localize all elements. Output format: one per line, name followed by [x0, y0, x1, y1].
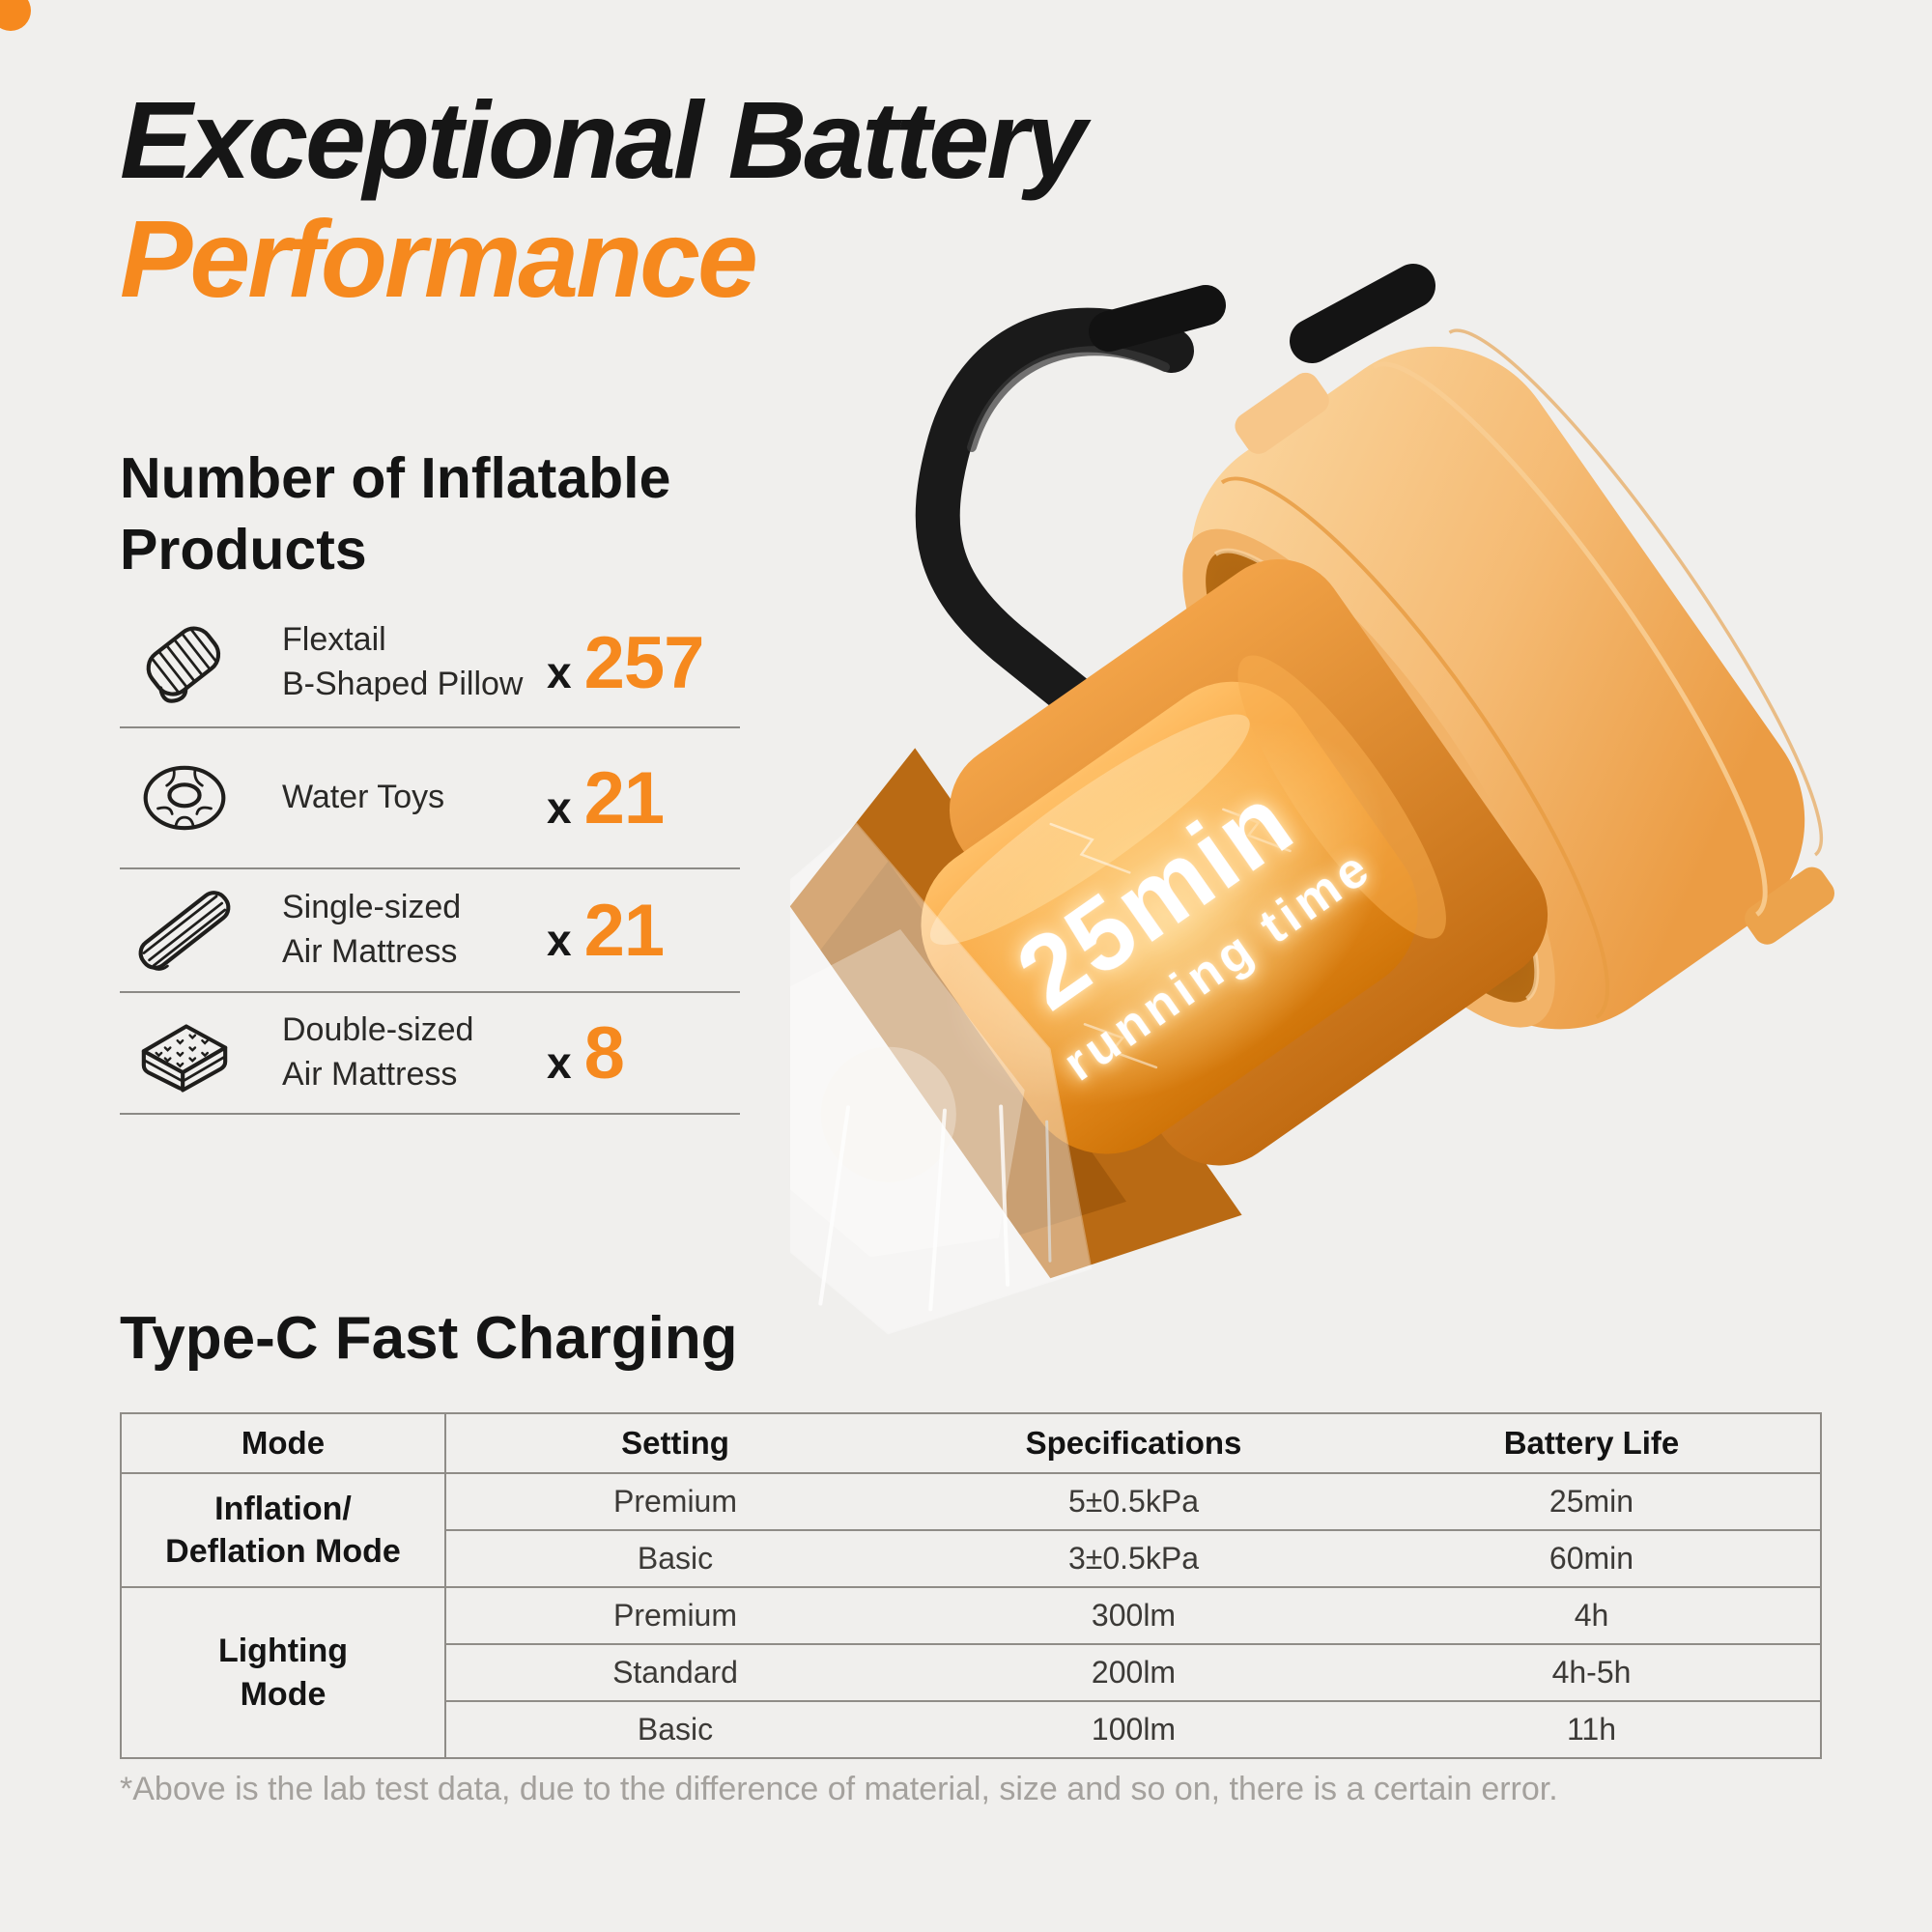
list-item-count: x 21: [547, 889, 665, 972]
inflatable-section-heading: Number of Inflatable Products: [120, 446, 671, 582]
lab-test-footnote: *Above is the lab test data, due to the …: [120, 1771, 1558, 1807]
charging-section-heading: Type-C Fast Charging: [120, 1305, 738, 1372]
table-row: Basic 100lm 11h: [121, 1700, 1821, 1758]
list-item-label: Water Toys: [282, 779, 445, 816]
cell-spec: 5±0.5kPa: [904, 1472, 1363, 1530]
cell-setting: Basic: [445, 1700, 904, 1758]
page-title: Exceptional Battery Performance: [120, 79, 1472, 321]
cell-spec: 200lm: [904, 1643, 1363, 1701]
cell-battery-life: 11h: [1363, 1700, 1821, 1758]
table-row: Basic 3±0.5kPa 60min: [121, 1529, 1821, 1587]
column-header-specifications: Specifications: [904, 1412, 1363, 1473]
list-item-count: x 21: [547, 756, 665, 839]
cell-setting: Premium: [445, 1472, 904, 1530]
cell-setting: Premium: [445, 1586, 904, 1644]
transparent-fan: [790, 822, 1093, 1335]
list-item-label: Double-sized Air Mattress: [282, 1011, 474, 1093]
battery-cylinder: 25min running time: [921, 655, 1446, 1154]
column-header-battery-life: Battery Life: [1363, 1412, 1821, 1473]
list-item-single-mattress: Single-sized Air Mattress x 21: [120, 869, 740, 993]
table-row: Standard 200lm 4h-5h: [121, 1643, 1821, 1701]
page-title-line1: Exceptional Battery: [120, 79, 1087, 201]
cell-battery-life: 25min: [1363, 1472, 1821, 1530]
cell-battery-life: 4h-5h: [1363, 1643, 1821, 1701]
table-row: Inflation/ Deflation Mode Premium 5±0.5k…: [121, 1472, 1821, 1587]
cell-setting: Basic: [445, 1529, 904, 1587]
double-mattress-icon: [120, 1000, 282, 1106]
column-header-mode: Mode: [121, 1412, 446, 1473]
page-title-line2: Performance: [120, 198, 758, 321]
list-item-count: x 257: [547, 621, 704, 704]
air-pump-product-render: 25min running time: [790, 264, 1834, 1335]
pillow-icon: [120, 610, 282, 716]
list-item-label: Flextail B-Shaped Pillow: [282, 621, 524, 702]
mode-cell-lighting: Lighting Mode: [121, 1586, 446, 1758]
table-header-row: Mode Setting Specifications Battery Life: [121, 1412, 1821, 1473]
list-item-count: x 8: [547, 1011, 625, 1094]
list-item-pillow: Flextail B-Shaped Pillow x 257: [120, 599, 740, 728]
corner-accent-dot: [0, 0, 31, 31]
mode-cell-inflation: Inflation/ Deflation Mode: [121, 1472, 446, 1587]
list-item-double-mattress: Double-sized Air Mattress x 8: [120, 993, 740, 1115]
single-mattress-icon: [120, 877, 282, 983]
list-item-water-toys: Water Toys x 21: [120, 728, 740, 869]
inflatable-product-list: Flextail B-Shaped Pillow x 257 Water Toy…: [120, 599, 740, 1115]
cell-spec: 100lm: [904, 1700, 1363, 1758]
table-row: Lighting Mode Premium 300lm 4h: [121, 1586, 1821, 1758]
cell-spec: 3±0.5kPa: [904, 1529, 1363, 1587]
cell-spec: 300lm: [904, 1586, 1363, 1644]
cell-setting: Standard: [445, 1643, 904, 1701]
charging-spec-table: Mode Setting Specifications Battery Life…: [120, 1412, 1822, 1759]
cell-battery-life: 4h: [1363, 1586, 1821, 1644]
pump-cap-housing: [1190, 328, 1834, 1030]
swim-ring-icon: [120, 745, 282, 851]
list-item-label: Single-sized Air Mattress: [282, 889, 462, 970]
column-header-setting: Setting: [445, 1412, 904, 1473]
cell-battery-life: 60min: [1363, 1529, 1821, 1587]
carabiner-clip-icon: [915, 264, 1435, 718]
